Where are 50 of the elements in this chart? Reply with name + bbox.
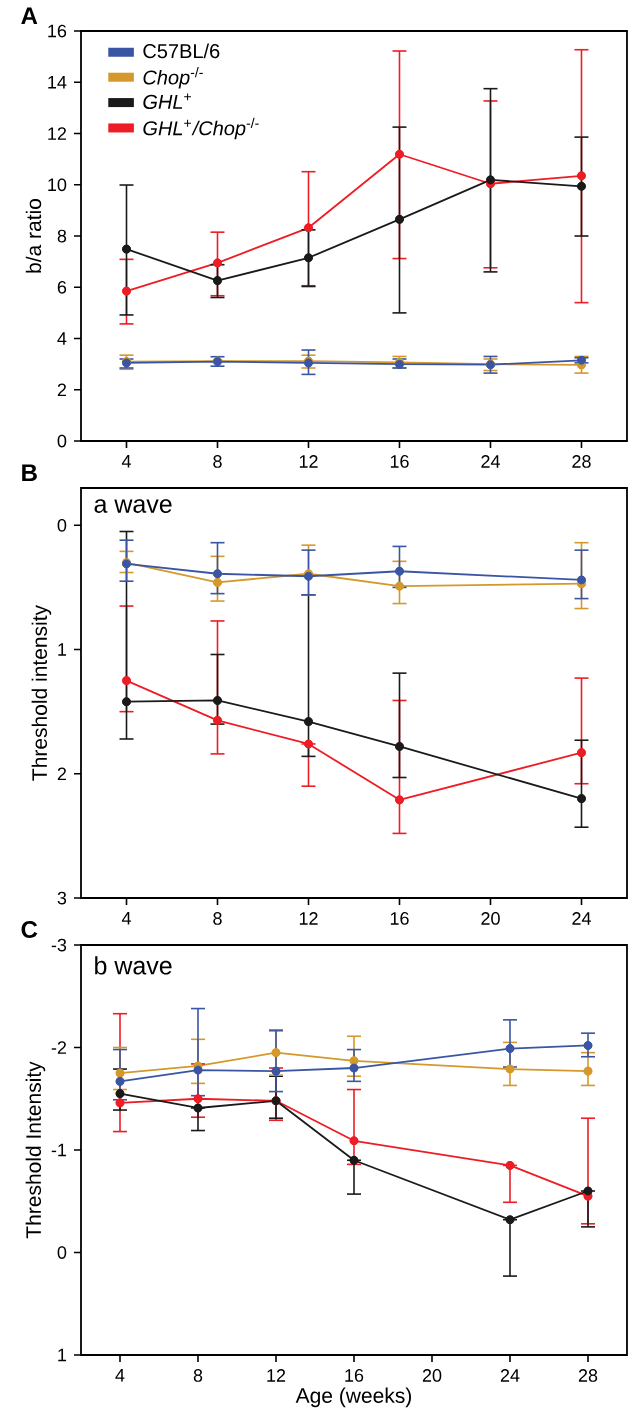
x-tick-label: 12 (267, 1369, 286, 1382)
y-axis-title: Threshold Intensity (25, 1061, 46, 1239)
y-tick-label: 8 (57, 229, 67, 243)
x-tick-label: 16 (390, 455, 409, 468)
y-axis-title: b/a ratio (25, 198, 42, 273)
x-tick-label: 4 (121, 455, 131, 468)
x-tick-label: 16 (345, 1369, 364, 1382)
x-tick-label: 20 (481, 912, 500, 925)
x-tick-label: 28 (578, 1369, 598, 1382)
x-tick-label: 12 (299, 912, 318, 925)
y-tick-label: -3 (51, 938, 67, 952)
y-tick-label: 1 (58, 643, 67, 656)
y-tick-label: 3 (57, 891, 67, 905)
y-tick-label: 1 (58, 1348, 67, 1362)
x-tick-label: 24 (500, 1369, 520, 1382)
x-tick-label: 16 (390, 912, 409, 925)
y-tick-label: 2 (57, 383, 67, 397)
chart-title: C (21, 920, 38, 938)
legend-label: GHL$^{+}$/Chop$^{-/-}$ (143, 117, 259, 140)
y-tick-label: 16 (48, 24, 67, 38)
y-tick-label: 2 (57, 767, 67, 781)
annotation: b wave (95, 956, 172, 975)
y-tick-label: -1 (51, 1143, 67, 1157)
y-tick-label: 6 (57, 280, 67, 294)
x-tick-label: 20 (422, 1369, 442, 1382)
x-tick-label: 28 (572, 455, 591, 468)
x-tick-label: 8 (213, 455, 222, 468)
y-tick-label: -2 (51, 1041, 67, 1054)
y-tick-label: 4 (57, 332, 67, 345)
y-tick-label: 0 (57, 1246, 67, 1259)
annotation: a wave (94, 499, 172, 513)
y-tick-label: 14 (48, 76, 67, 89)
x-tick-label: 4 (115, 1369, 125, 1382)
x-tick-label: 4 (121, 912, 131, 925)
y-tick-label: 0 (57, 434, 67, 448)
legend-label: C57BL/6 (143, 43, 220, 59)
legend-label: GHL$^{+}$ (143, 93, 191, 109)
x-tick-label: 8 (193, 1369, 203, 1382)
y-tick-label: 10 (48, 178, 67, 192)
x-tick-label: 24 (481, 455, 500, 468)
x-tick-label: 8 (213, 912, 222, 925)
legend-label: Chop$^{-/-}$ (143, 67, 203, 89)
y-tick-label: 0 (57, 518, 67, 532)
x-tick-label: 24 (572, 912, 591, 925)
chart-title: A (21, 7, 38, 24)
x-axis-title: Age (weeks) (295, 1387, 411, 1408)
chart-title: B (22, 464, 37, 481)
y-tick-label: 12 (48, 127, 67, 140)
y-axis-title: Threshold intensity (31, 604, 52, 781)
x-tick-label: 12 (299, 455, 318, 468)
